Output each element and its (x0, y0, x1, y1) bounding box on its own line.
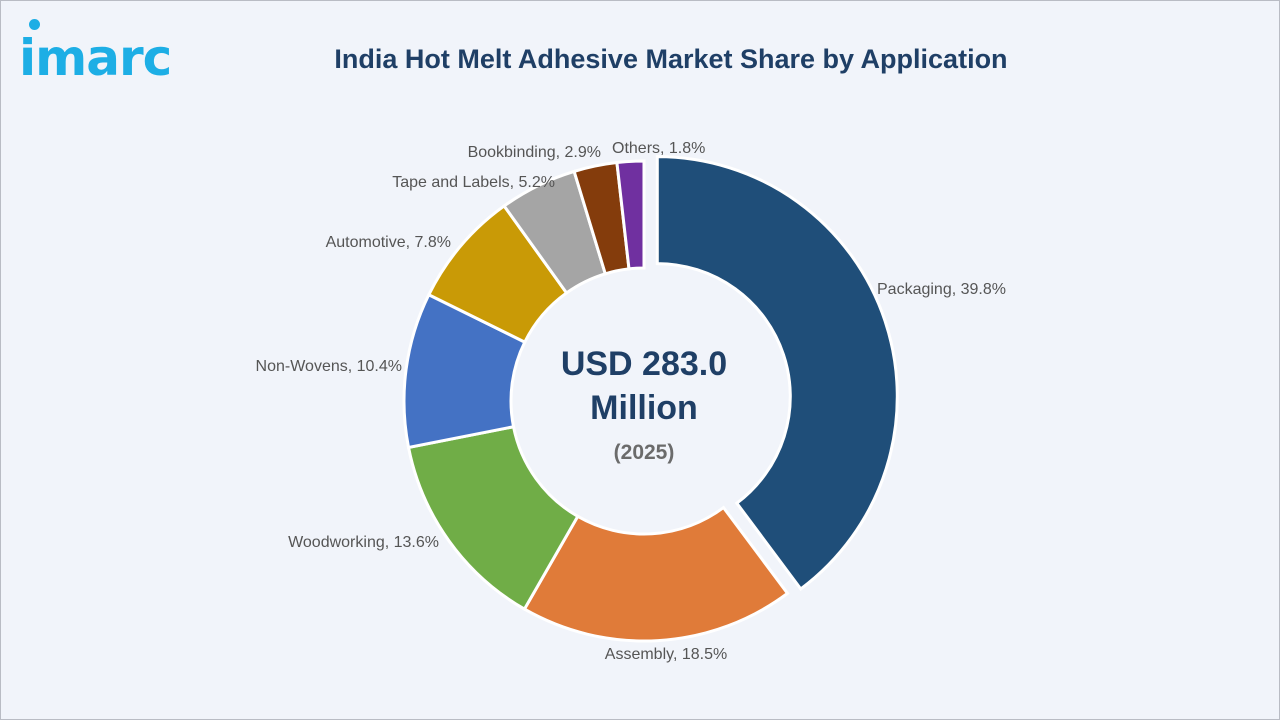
slice-group (402, 155, 899, 643)
slice-others (615, 159, 646, 271)
center-year: (2025) (614, 441, 675, 464)
label-others: Others, 1.8% (612, 140, 705, 157)
slice-assembly (522, 505, 790, 643)
label-non-wovens: Non-Wovens, 10.4% (256, 358, 402, 375)
label-bookbinding: Bookbinding, 2.9% (468, 144, 601, 161)
label-tape-and-labels: Tape and Labels, 5.2% (392, 174, 555, 191)
label-group: Packaging, 39.8% Assembly, 18.5% Woodworki… (256, 140, 1006, 663)
label-assembly: Assembly, 18.5% (605, 646, 727, 663)
label-packaging: Packaging, 39.8% (877, 281, 1006, 298)
logo-dot (29, 19, 40, 30)
imarc-logo: imarc (19, 19, 209, 89)
label-woodworking: Woodworking, 13.6% (288, 534, 439, 551)
logo-text: imarc (19, 29, 172, 87)
center-unit: Million (590, 389, 698, 427)
center-value: USD 283.0 (561, 345, 727, 383)
label-automotive: Automotive, 7.8% (326, 234, 451, 251)
chart-title: India Hot Melt Adhesive Market Share by … (334, 44, 1008, 74)
slice-packaging (655, 155, 899, 592)
